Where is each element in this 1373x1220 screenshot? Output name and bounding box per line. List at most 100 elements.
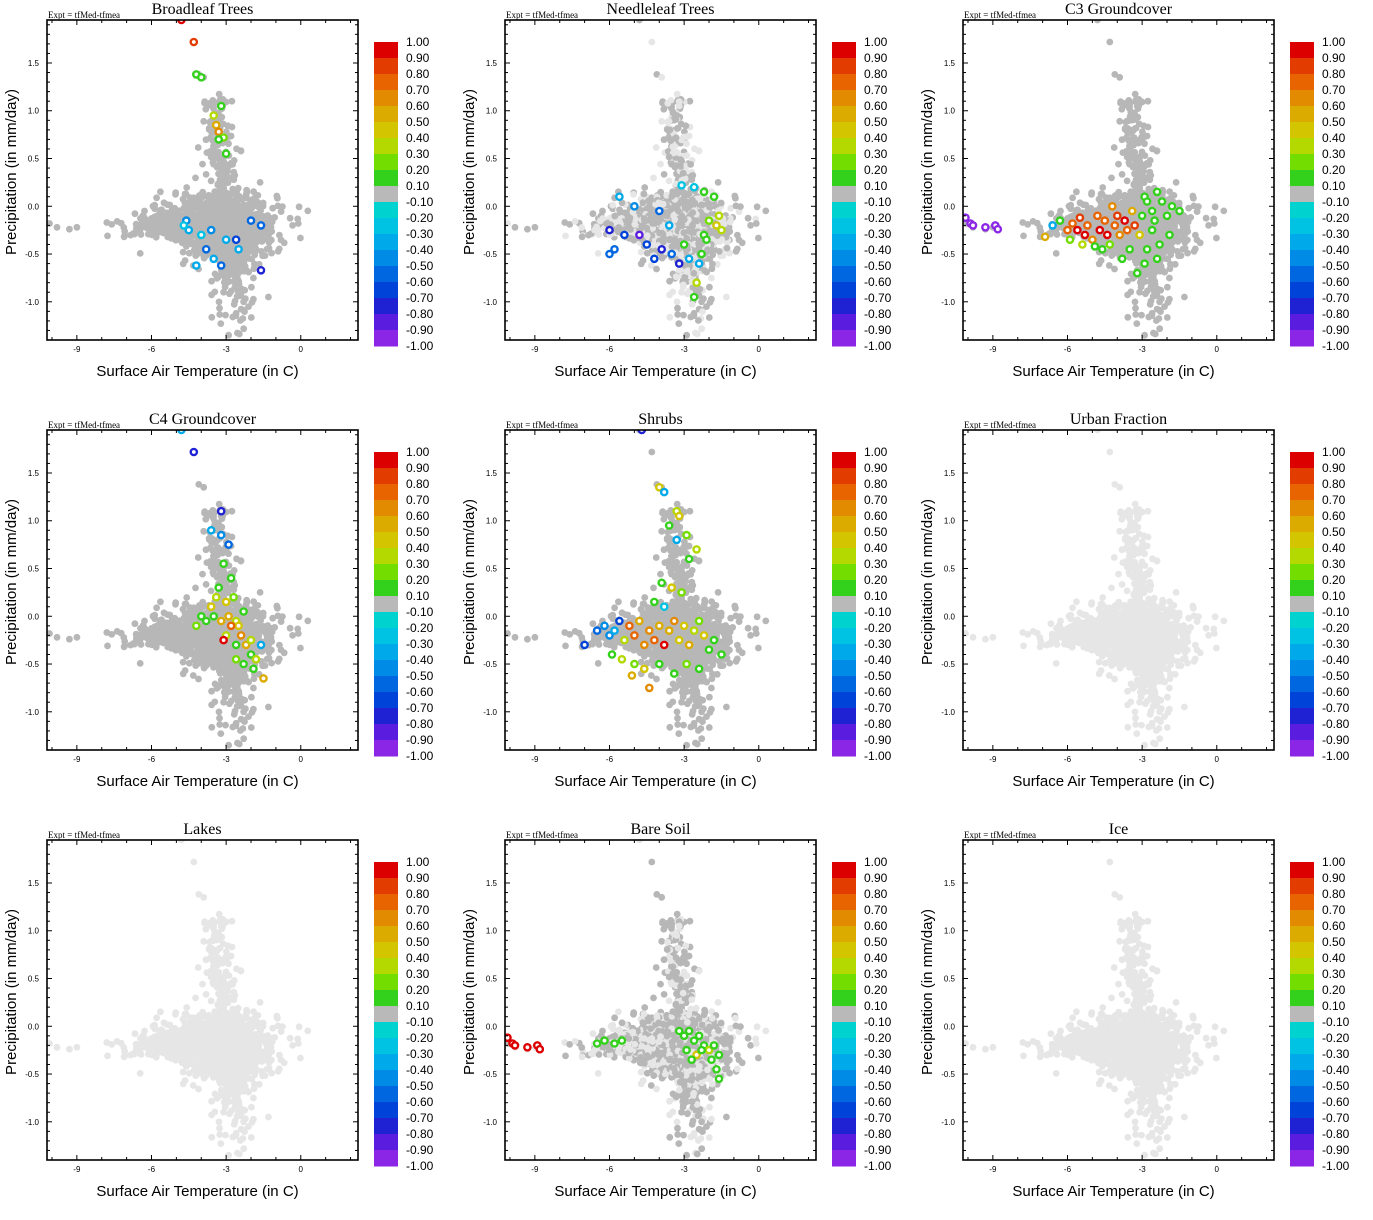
correlation-point bbox=[1144, 246, 1150, 252]
background-point bbox=[1099, 184, 1106, 191]
background-point bbox=[192, 252, 199, 259]
colorbar-swatch bbox=[374, 218, 398, 235]
background-point bbox=[1124, 292, 1131, 299]
background-point bbox=[699, 201, 706, 208]
background-point bbox=[524, 226, 531, 233]
colorbar-swatch bbox=[1290, 170, 1314, 187]
background-point bbox=[1108, 252, 1115, 259]
correlation-point bbox=[198, 74, 204, 80]
background-point bbox=[250, 275, 257, 282]
correlation-point bbox=[696, 261, 702, 267]
correlation-point bbox=[1089, 237, 1095, 243]
background-point bbox=[667, 236, 674, 243]
colorbar-swatch bbox=[374, 330, 398, 347]
background-point bbox=[173, 221, 180, 228]
y-tick-label: -0.5 bbox=[25, 250, 39, 259]
background-point bbox=[595, 250, 602, 257]
correlation-point bbox=[211, 112, 217, 118]
background-point bbox=[1088, 191, 1095, 198]
correlation-point bbox=[970, 222, 976, 228]
background-point bbox=[1182, 245, 1189, 252]
background-point bbox=[1167, 195, 1174, 202]
background-point bbox=[724, 245, 731, 252]
background-point bbox=[1169, 219, 1176, 226]
correlation-point bbox=[651, 256, 657, 262]
background-point bbox=[680, 282, 687, 289]
background-point bbox=[246, 246, 253, 253]
background-point bbox=[708, 296, 715, 303]
background-point bbox=[256, 232, 263, 239]
colorbar-swatch bbox=[374, 186, 398, 203]
background-point bbox=[216, 311, 223, 318]
colorbar-label: -0.70 bbox=[864, 291, 892, 305]
colorbar-swatch bbox=[1290, 74, 1314, 91]
chart-title: Broadleaf Trees bbox=[152, 1, 254, 18]
colorbar-label: -0.80 bbox=[406, 307, 434, 321]
colorbar-swatch bbox=[832, 298, 856, 315]
background-point bbox=[689, 301, 696, 308]
correlation-point bbox=[1122, 218, 1128, 224]
background-point bbox=[1118, 106, 1125, 113]
colorbar-label: 0.90 bbox=[864, 51, 888, 65]
correlation-point bbox=[1104, 232, 1110, 238]
correlation-point bbox=[1124, 227, 1130, 233]
correlation-point bbox=[1144, 198, 1150, 204]
background-point bbox=[1099, 191, 1106, 198]
y-axis-label: Precipitation (in mm/day) bbox=[461, 89, 478, 255]
background-point bbox=[279, 203, 286, 210]
y-tick-label: 0.0 bbox=[28, 202, 40, 211]
colorbar-swatch bbox=[1290, 298, 1314, 315]
correlation-point bbox=[706, 218, 712, 224]
colorbar-swatch bbox=[1290, 202, 1314, 219]
colorbar-label: -0.90 bbox=[406, 323, 434, 337]
colorbar-swatch bbox=[374, 138, 398, 155]
correlation-point bbox=[1137, 232, 1143, 238]
background-point bbox=[1115, 161, 1122, 168]
colorbar-swatch bbox=[832, 330, 856, 347]
background-point bbox=[1125, 236, 1132, 243]
background-point bbox=[1149, 310, 1156, 317]
background-point bbox=[609, 202, 616, 209]
background-point bbox=[281, 239, 288, 246]
colorbar-label: 1.00 bbox=[864, 35, 888, 49]
colorbar-label: 0.50 bbox=[406, 115, 430, 129]
y-tick-label: 1.5 bbox=[486, 59, 498, 68]
background-point bbox=[179, 234, 186, 241]
background-point bbox=[226, 199, 233, 206]
colorbar-label: -1.00 bbox=[864, 339, 892, 353]
colorbar-label: -0.40 bbox=[406, 243, 434, 257]
background-point bbox=[157, 188, 164, 195]
background-point bbox=[1148, 270, 1155, 277]
background-point bbox=[257, 207, 264, 214]
background-point bbox=[1053, 250, 1060, 257]
background-point bbox=[215, 273, 222, 280]
background-point bbox=[657, 161, 664, 168]
background-point bbox=[241, 201, 248, 208]
colorbar-swatch bbox=[832, 202, 856, 219]
background-point bbox=[192, 242, 199, 249]
background-point bbox=[591, 227, 598, 234]
background-point bbox=[676, 103, 683, 110]
background-point bbox=[755, 235, 762, 242]
correlation-point bbox=[193, 262, 199, 268]
y-tick-label: 1.0 bbox=[486, 107, 498, 116]
correlation-point bbox=[213, 122, 219, 128]
colorbar-label: -0.30 bbox=[406, 227, 434, 241]
background-point bbox=[630, 191, 637, 198]
background-point bbox=[669, 143, 676, 150]
x-tick-label: -9 bbox=[73, 345, 81, 354]
background-point bbox=[1138, 312, 1145, 319]
correlation-point bbox=[1134, 270, 1140, 276]
background-point bbox=[1174, 248, 1181, 255]
correlation-point bbox=[258, 267, 264, 273]
correlation-point bbox=[621, 232, 627, 238]
background-point bbox=[203, 136, 210, 143]
background-point bbox=[1132, 299, 1139, 306]
correlation-point bbox=[1139, 213, 1145, 219]
correlation-point bbox=[656, 208, 662, 214]
background-point bbox=[230, 176, 237, 183]
background-point bbox=[640, 199, 647, 206]
colorbar-label: 0.50 bbox=[864, 115, 888, 129]
correlation-point bbox=[1132, 222, 1138, 228]
